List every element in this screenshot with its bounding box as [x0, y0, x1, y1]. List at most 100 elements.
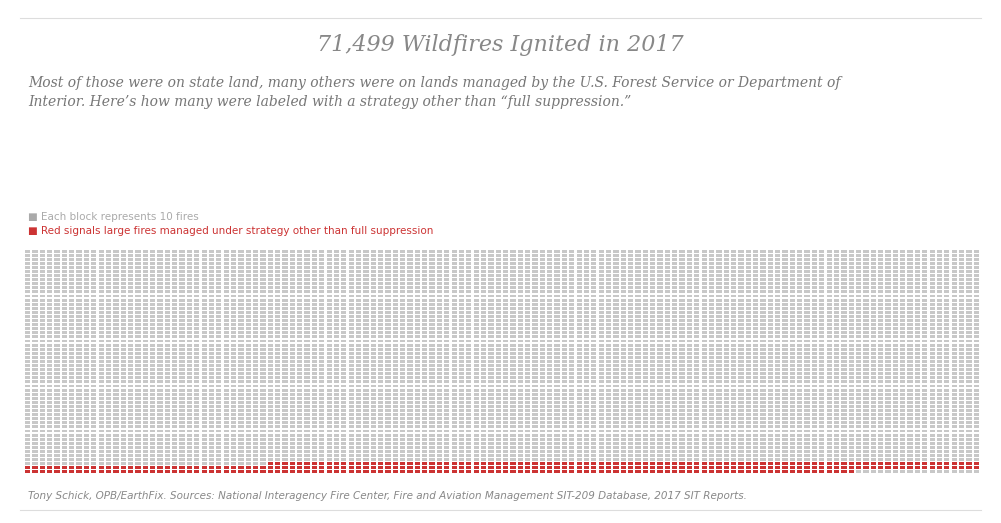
Bar [150, 249, 155, 253]
Bar [863, 454, 869, 457]
Bar [429, 278, 434, 281]
Bar [908, 282, 913, 285]
Bar [451, 344, 456, 347]
Bar [121, 360, 126, 363]
Bar [326, 348, 331, 350]
Bar [121, 389, 126, 392]
Bar [385, 327, 390, 330]
Bar [223, 422, 229, 424]
Bar [908, 278, 913, 281]
Bar [922, 352, 927, 355]
Bar [548, 262, 553, 265]
Bar [400, 299, 405, 302]
Bar [289, 323, 295, 326]
Bar [503, 446, 509, 449]
Bar [966, 254, 972, 257]
Bar [577, 352, 582, 355]
Bar [289, 454, 295, 457]
Bar [863, 434, 869, 437]
Bar [871, 364, 876, 367]
Bar [451, 380, 456, 383]
Bar [62, 458, 67, 461]
Bar [444, 458, 449, 461]
Bar [739, 429, 744, 433]
Bar [32, 446, 38, 449]
Bar [819, 446, 825, 449]
Bar [157, 294, 162, 298]
Bar [209, 467, 214, 469]
Bar [179, 344, 185, 347]
Bar [407, 311, 412, 314]
Bar [922, 372, 927, 375]
Bar [805, 274, 810, 277]
Bar [717, 434, 722, 437]
Bar [959, 303, 964, 305]
Bar [194, 356, 199, 359]
Bar [731, 442, 736, 445]
Bar [812, 368, 817, 371]
Bar [326, 405, 331, 408]
Bar [577, 364, 582, 367]
Bar [628, 470, 634, 473]
Bar [841, 323, 847, 326]
Bar [113, 422, 118, 424]
Bar [827, 282, 832, 285]
Bar [253, 332, 258, 334]
Bar [761, 397, 766, 400]
Bar [717, 344, 722, 347]
Bar [84, 413, 89, 416]
Bar [584, 397, 590, 400]
Bar [245, 377, 251, 379]
Bar [495, 389, 500, 392]
Bar [128, 352, 133, 355]
Bar [555, 384, 560, 388]
Bar [614, 434, 619, 437]
Bar [113, 429, 118, 433]
Bar [768, 303, 773, 305]
Bar [187, 438, 192, 440]
Bar [709, 401, 714, 404]
Bar [76, 356, 82, 359]
Bar [570, 401, 575, 404]
Bar [761, 393, 766, 395]
Bar [966, 417, 972, 420]
Bar [370, 364, 376, 367]
Bar [98, 274, 104, 277]
Bar [665, 364, 670, 367]
Bar [429, 454, 434, 457]
Bar [841, 356, 847, 359]
Bar [473, 323, 478, 326]
Bar [348, 458, 353, 461]
Bar [231, 470, 236, 473]
Bar [930, 458, 935, 461]
Bar [709, 290, 714, 293]
Bar [915, 319, 920, 322]
Bar [172, 319, 177, 322]
Bar [267, 352, 273, 355]
Bar [128, 413, 133, 416]
Bar [165, 372, 170, 375]
Bar [201, 282, 207, 285]
Bar [106, 372, 111, 375]
Bar [834, 323, 839, 326]
Bar [856, 274, 861, 277]
Bar [179, 258, 185, 260]
Bar [672, 266, 678, 269]
Bar [937, 429, 942, 433]
Bar [944, 438, 950, 440]
Bar [444, 290, 449, 293]
Bar [223, 470, 229, 473]
Bar [687, 417, 692, 420]
Bar [650, 401, 656, 404]
Bar [665, 254, 670, 257]
Bar [797, 401, 803, 404]
Bar [451, 458, 456, 461]
Bar [746, 319, 751, 322]
Bar [974, 429, 979, 433]
Bar [606, 307, 612, 310]
Bar [871, 294, 876, 298]
Bar [238, 290, 243, 293]
Bar [592, 467, 597, 469]
Bar [143, 364, 148, 367]
Bar [739, 303, 744, 305]
